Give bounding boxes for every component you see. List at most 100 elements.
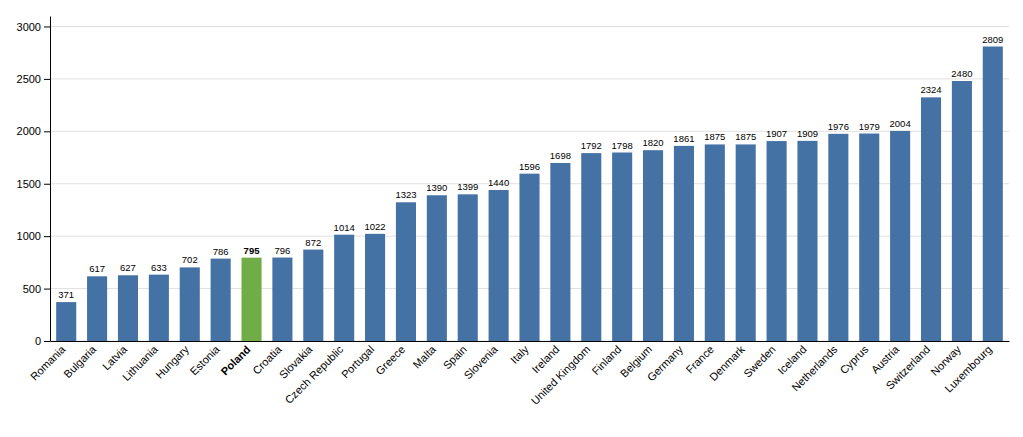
bar <box>890 131 910 341</box>
y-tick-label: 500 <box>23 283 41 295</box>
data-label: 786 <box>213 246 229 257</box>
bar <box>519 174 539 341</box>
x-tick: Germany <box>645 343 686 384</box>
data-label: 1698 <box>550 150 571 161</box>
chart: 050010001500200025003000RomaniaBulgariaL… <box>0 0 1023 437</box>
x-tick-label: Latvia <box>100 342 130 372</box>
data-label: 1323 <box>395 189 416 200</box>
data-label: 872 <box>305 237 321 248</box>
bar <box>118 275 138 341</box>
x-axis-line <box>51 341 1010 342</box>
y-tick: 1500 <box>17 178 50 190</box>
x-tick-label: Denmark <box>707 343 747 383</box>
x-axis: RomaniaBulgariaLatviaLithuaniaHungaryEst… <box>28 342 1010 407</box>
bar <box>303 250 323 341</box>
bar <box>736 144 756 341</box>
y-tick-label: 0 <box>35 335 41 347</box>
x-tick-label: Slovenia <box>461 342 500 381</box>
y-axis: 050010001500200025003000 <box>17 17 51 348</box>
x-tick: Romania <box>28 342 68 382</box>
bar <box>828 134 848 341</box>
data-label: 1399 <box>457 181 478 192</box>
data-label: 371 <box>58 289 74 300</box>
data-label: 1798 <box>612 140 633 151</box>
x-tick-label: Luxembourg <box>942 343 994 395</box>
bar <box>396 202 416 341</box>
data-label: 2809 <box>982 34 1003 45</box>
x-tick: Hungary <box>153 343 191 381</box>
y-tick-mark <box>44 131 50 132</box>
x-tick-label: Portugal <box>339 343 376 380</box>
x-tick-label: Romania <box>28 342 68 382</box>
data-label: 796 <box>274 245 290 256</box>
bar <box>550 163 570 341</box>
bar <box>983 47 1003 341</box>
x-tick-label: Greece <box>373 343 407 377</box>
x-tick: Poland <box>218 343 252 377</box>
y-tick: 3000 <box>17 21 50 33</box>
data-label: 1596 <box>519 161 540 172</box>
x-tick: Slovenia <box>461 342 500 381</box>
y-tick-mark <box>44 236 50 237</box>
bar <box>211 259 231 341</box>
x-tick-label: Spain <box>441 343 469 371</box>
data-label: 2480 <box>951 68 972 79</box>
data-label: 1022 <box>365 221 386 232</box>
data-label: 1014 <box>334 222 355 233</box>
data-label: 1979 <box>859 121 880 132</box>
bar <box>489 190 509 341</box>
x-tick-label: Estonia <box>187 342 222 377</box>
x-tick-label: Switzerland <box>884 343 933 392</box>
data-label: 1909 <box>797 128 818 139</box>
x-tick-label: Germany <box>645 343 686 384</box>
y-tick-mark <box>44 289 50 290</box>
data-label: 1792 <box>581 140 602 151</box>
bar <box>334 235 354 341</box>
y-tick: 1000 <box>17 230 50 242</box>
data-label: 1390 <box>426 182 447 193</box>
bar <box>581 153 601 341</box>
x-tick-label: Italy <box>508 343 531 366</box>
y-tick-label: 1000 <box>17 230 41 242</box>
x-tick: Denmark <box>707 343 747 383</box>
y-tick-mark <box>44 26 50 27</box>
y-tick-mark <box>44 341 50 342</box>
grid-line <box>50 26 1009 27</box>
data-label: 1907 <box>766 128 787 139</box>
x-tick: Estonia <box>187 342 222 377</box>
bars <box>56 47 1003 341</box>
y-axis-line <box>50 17 51 342</box>
x-tick: Switzerland <box>884 343 933 392</box>
data-label: 2004 <box>890 118 911 129</box>
bar <box>241 258 261 341</box>
grid-line <box>50 78 1009 79</box>
y-tick-label: 2000 <box>17 125 41 137</box>
x-tick: Netherlands <box>789 343 840 394</box>
data-label: 795 <box>244 245 261 256</box>
bar <box>643 150 663 341</box>
grid <box>50 26 1009 341</box>
bar <box>797 141 817 341</box>
y-tick-label: 3000 <box>17 21 41 33</box>
x-tick: Lithuania <box>120 342 161 383</box>
x-tick-label: Sweden <box>741 343 778 380</box>
data-label: 1875 <box>735 131 756 142</box>
data-label: 1440 <box>488 177 509 188</box>
data-label: 617 <box>89 263 105 274</box>
x-tick-label: Cyprus <box>837 343 870 376</box>
data-label: 1976 <box>828 121 849 132</box>
bar <box>272 258 292 341</box>
bar <box>612 153 632 342</box>
y-tick-label: 1500 <box>17 178 41 190</box>
y-tick-mark <box>44 79 50 80</box>
x-tick: United Kingdom <box>529 343 593 407</box>
x-tick: Czech Republic <box>282 343 345 406</box>
y-tick-mark <box>44 184 50 185</box>
data-label: 1875 <box>704 131 725 142</box>
x-tick-label: United Kingdom <box>529 343 593 407</box>
x-tick: Italy <box>508 343 531 366</box>
bar <box>427 195 447 341</box>
x-tick-label: Czech Republic <box>282 343 345 406</box>
bar <box>180 267 200 341</box>
bar <box>458 194 478 341</box>
